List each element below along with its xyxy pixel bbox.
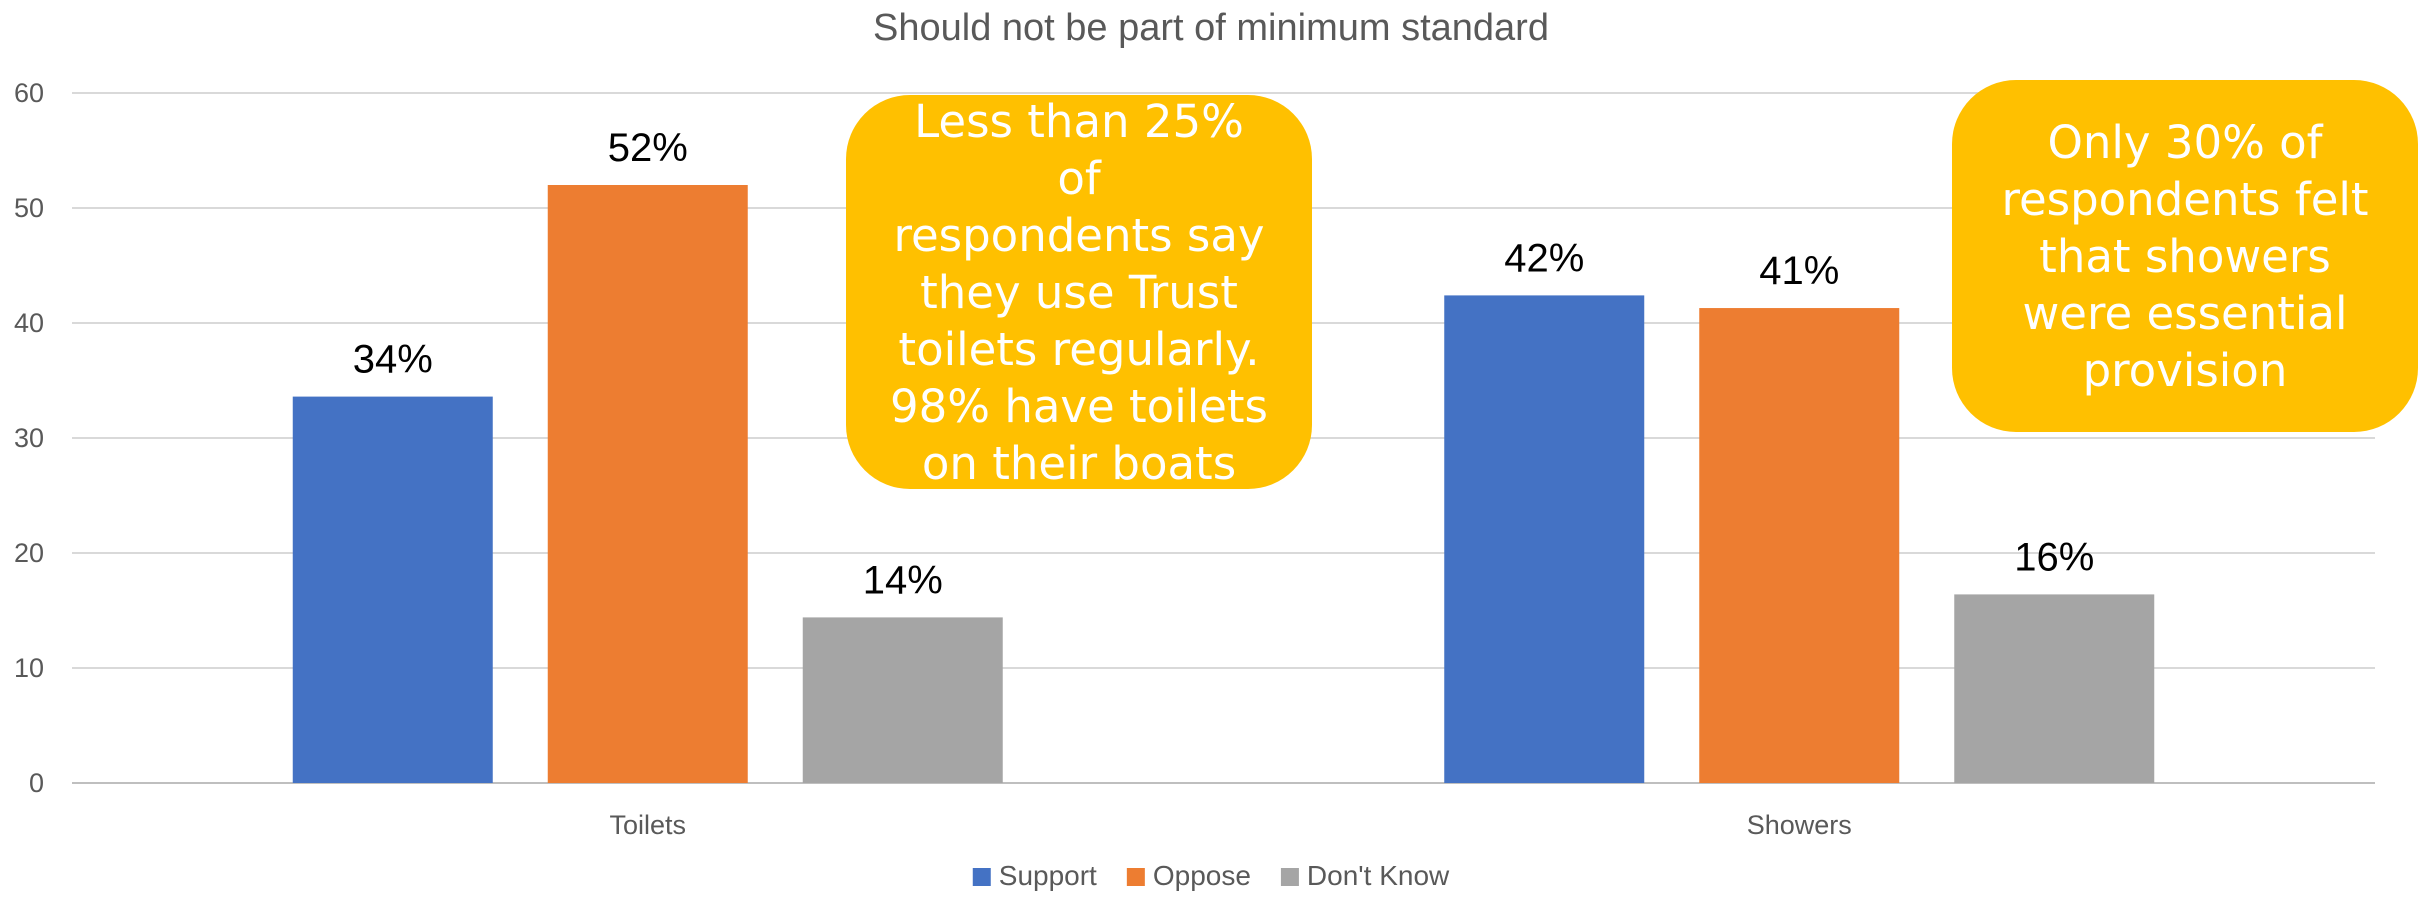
bar-toilets-oppose xyxy=(547,185,748,783)
data-label: 14% xyxy=(863,558,943,602)
showers-annotation-callout: Only 30% of respondents felt that shower… xyxy=(1952,80,2418,432)
toilets-annotation-callout: Less than 25% of respondents say they us… xyxy=(846,94,1312,490)
y-tick-label: 50 xyxy=(14,193,44,223)
showers-annotation-text: Only 30% of respondents felt that shower… xyxy=(2001,115,2369,397)
legend-label: Support xyxy=(999,860,1097,891)
y-tick-label: 10 xyxy=(14,653,44,683)
bar-toilets-support xyxy=(292,396,493,783)
x-category-label: Showers xyxy=(1747,810,1852,840)
data-labels: 34% 52% 14% 42% 41% 16% xyxy=(353,126,2095,602)
legend-label: Oppose xyxy=(1153,860,1251,891)
legend-swatch xyxy=(972,868,991,886)
bar-showers-don-t-know xyxy=(1954,594,2155,783)
y-tick-label: 40 xyxy=(14,308,44,338)
bar-showers-oppose xyxy=(1699,308,1900,783)
data-label: 34% xyxy=(353,338,433,382)
data-label: 52% xyxy=(608,126,688,170)
legend-swatch xyxy=(1126,868,1145,886)
y-tick-label: 30 xyxy=(14,423,44,453)
y-tick-label: 0 xyxy=(29,768,44,798)
bars xyxy=(292,185,2155,783)
bar-toilets-don-t-know xyxy=(802,617,1003,783)
toilets-annotation-text: Less than 25% of respondents say they us… xyxy=(890,94,1268,490)
x-category-label: Toilets xyxy=(609,810,686,840)
y-tick-label: 60 xyxy=(14,78,44,108)
bar-showers-support xyxy=(1444,295,1645,783)
y-axis: 0 10 20 30 40 50 60 xyxy=(14,78,44,798)
y-tick-label: 20 xyxy=(14,538,44,568)
data-label: 41% xyxy=(1759,249,1839,293)
data-label: 16% xyxy=(2014,535,2094,579)
legend-swatch xyxy=(1280,868,1299,886)
x-axis: Toilets Showers xyxy=(609,810,1851,840)
chart-title: Should not be part of minimum standard xyxy=(873,7,1549,49)
data-label: 42% xyxy=(1504,236,1584,280)
legend: Support Oppose Don't Know xyxy=(972,860,1450,891)
legend-label: Don't Know xyxy=(1307,860,1450,891)
